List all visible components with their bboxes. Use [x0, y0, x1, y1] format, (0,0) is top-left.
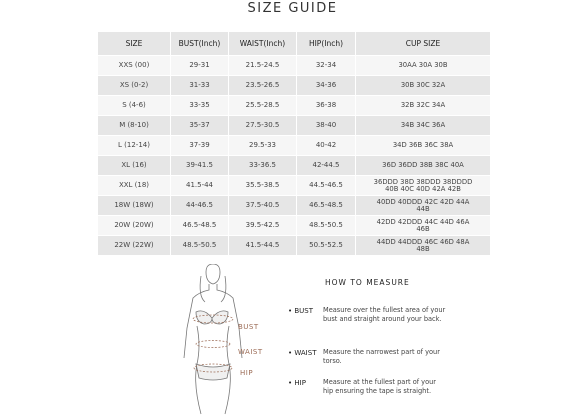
table-cell: 25.5-28.5: [228, 95, 297, 116]
table-cell: 34D 36B 36C 38A: [355, 135, 491, 156]
table-cell: M (8-10): [97, 115, 171, 136]
table-cell: 30AA 30A 30B: [355, 55, 491, 76]
table-cell: 41.5-44: [170, 175, 229, 196]
table-cell: XXS (00): [97, 55, 171, 76]
body-figure: [183, 264, 243, 415]
measure-label-text: BUST: [294, 307, 314, 315]
table-cell: 42DD 42DDD 44C 44D 46A 46B: [355, 215, 491, 236]
table-cell: 39-41.5: [170, 155, 229, 176]
table-row: 22W (22W) 48.5-50.5 41.5-44.5 50.5-52.5 44DD…: [97, 235, 491, 256]
measure-title: HOW TO MEASURE: [325, 278, 410, 287]
table-cell: 36D 36DD 38B 38C 40A: [355, 155, 491, 176]
table-cell: 18W (18W): [97, 195, 171, 216]
table-cell: L (12-14): [97, 135, 171, 156]
table-cell: 29.5-33: [228, 135, 297, 156]
table-cell: 31-33: [170, 75, 229, 96]
table-cell: 36-38: [296, 95, 356, 116]
header-cell: CUP SIZE: [355, 31, 491, 56]
table-cell: 37-39: [170, 135, 229, 156]
measure-label: • BUST: [288, 307, 314, 315]
header-cell: HIP(Inch): [296, 31, 356, 56]
title: SIZE GUIDE: [247, 1, 338, 16]
figure-label: HIP: [240, 369, 254, 377]
table-row: XXS (00) 29-31 21.5-24.5 32-34 30AA 30A 30B: [97, 55, 491, 76]
table-cell: 22W (22W): [97, 235, 171, 256]
table-cell: 32-34: [296, 55, 356, 76]
table-cell: 48.5-50.5: [170, 235, 229, 256]
header-cell: BUST(Inch): [170, 31, 229, 56]
table-cell: 34B 34C 36A: [355, 115, 491, 136]
table-cell: 29-31: [170, 55, 229, 76]
table-cell: 35-37: [170, 115, 229, 136]
measure-label-text: WAIST: [294, 349, 317, 357]
measure-label: • HIP: [288, 379, 306, 387]
table-body: XXS (00) 29-31 21.5-24.5 32-34 30AA 30A 30B X…: [97, 55, 491, 256]
table-row: L (12-14) 37-39 29.5-33 40-42 34D 36B 36C 38…: [97, 135, 491, 156]
table-cell: 35.5-38.5: [228, 175, 297, 196]
measure-text: Measure over the fullest area of your bu…: [323, 306, 446, 323]
table-cell: 33-36.5: [228, 155, 297, 176]
table-cell: 21.5-24.5: [228, 55, 297, 76]
table-row: XL (16) 39-41.5 33-36.5 42-44.5 36D 36DD 38B…: [97, 155, 491, 176]
table-cell: 44.5-46.5: [296, 175, 356, 196]
table-cell: 30B 30C 32A: [355, 75, 491, 96]
table-cell: XXL (18): [97, 175, 171, 196]
measure-label-text: HIP: [294, 379, 306, 387]
measure-text: Measure the narrowest part of your torso…: [323, 348, 440, 365]
figure-label: BUST: [238, 323, 259, 331]
table-cell: 36DDD 38D 38DDD 38DDDD 40B 40C 40D 42A 4…: [355, 175, 491, 196]
table-cell: 44DD 44DDD 46C 46D 48A 48B: [355, 235, 491, 256]
table-cell: 20W (20W): [97, 215, 171, 236]
header-cell: WAIST(Inch): [228, 31, 297, 56]
table-cell: 39.5-42.5: [228, 215, 297, 236]
table-row: M (8-10) 35-37 27.5-30.5 38-40 34B 34C 36A: [97, 115, 491, 136]
table-cell: 46.5-48.5: [170, 215, 229, 236]
table-cell: 40DD 40DDD 42C 42D 44A 44B: [355, 195, 491, 216]
table-cell: 44-46.5: [170, 195, 229, 216]
table-row: XS (0-2) 31-33 23.5-26.5 34-36 30B 30C 32A: [97, 75, 491, 96]
table-cell: 34-36: [296, 75, 356, 96]
table-cell: 50.5-52.5: [296, 235, 356, 256]
table-cell: 32B 32C 34A: [355, 95, 491, 116]
table-cell: 48.5-50.5: [296, 215, 356, 236]
table-row: XXL (18) 41.5-44 35.5-38.5 44.5-46.5 36DDD 3…: [97, 175, 491, 196]
measure-label: • WAIST: [288, 349, 317, 357]
header-cell: SIZE: [97, 31, 171, 56]
table-cell: 40-42: [296, 135, 356, 156]
table-cell: XL (16): [97, 155, 171, 176]
figure-label: WAIST: [238, 348, 263, 356]
table-cell: 23.5-26.5: [228, 75, 297, 96]
table-cell: 42-44.5: [296, 155, 356, 176]
table-row: S (4-6) 33-35 25.5-28.5 36-38 32B 32C 34A: [97, 95, 491, 116]
size-table: SIZE BUST(Inch) WAIST(Inch) HIP(Inch) CUP SI…: [97, 31, 491, 256]
header-row: SIZE BUST(Inch) WAIST(Inch) HIP(Inch) CUP SI…: [97, 31, 491, 56]
table-cell: 27.5-30.5: [228, 115, 297, 136]
table-cell: 41.5-44.5: [228, 235, 297, 256]
measure-text: Measure at the fullest part of your hip …: [323, 378, 436, 395]
table-cell: 46.5-48.5: [296, 195, 356, 216]
table-row: 20W (20W) 46.5-48.5 39.5-42.5 48.5-50.5 42DD…: [97, 215, 491, 236]
table-cell: 37.5-40.5: [228, 195, 297, 216]
table-cell: XS (0-2): [97, 75, 171, 96]
table-cell: 38-40: [296, 115, 356, 136]
table-cell: S (4-6): [97, 95, 171, 116]
table-row: 18W (18W) 44-46.5 37.5-40.5 46.5-48.5 40DD 4…: [97, 195, 491, 216]
table-cell: 33-35: [170, 95, 229, 116]
